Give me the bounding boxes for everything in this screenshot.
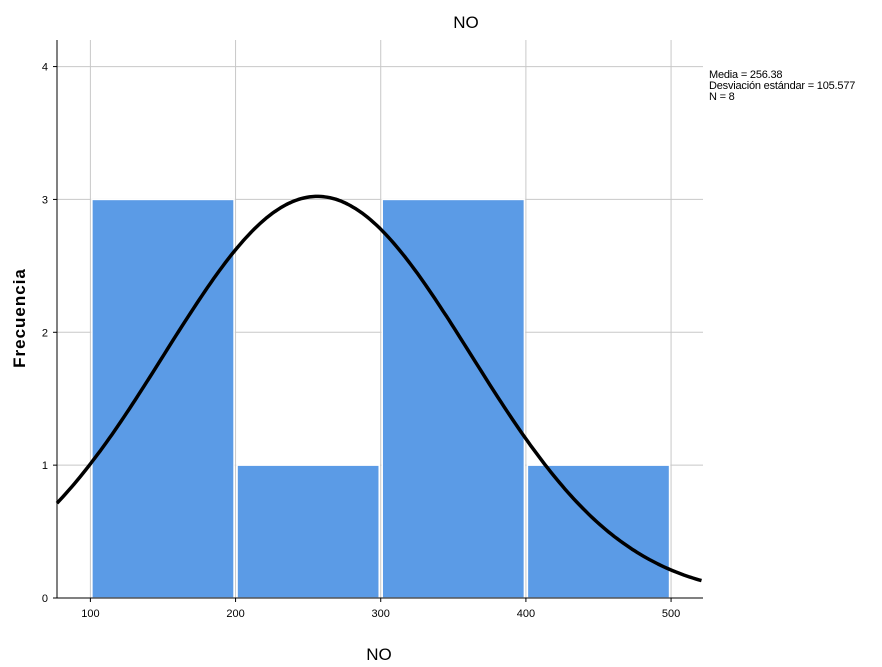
x-tick-label-0: 100 bbox=[81, 608, 99, 620]
x-tick-label-1: 200 bbox=[226, 608, 244, 620]
y-tick-label-1: 1 bbox=[42, 460, 48, 472]
x-tick-label-2: 300 bbox=[372, 608, 390, 620]
y-axis-title: Frecuencia bbox=[10, 268, 29, 368]
x-tick-label-3: 400 bbox=[517, 608, 535, 620]
mean-label: Media = 256.38 bbox=[709, 69, 783, 81]
bar-2 bbox=[381, 198, 526, 599]
bar-3 bbox=[526, 464, 671, 599]
y-tick-label-4: 4 bbox=[42, 62, 48, 74]
x-tick-label-4: 500 bbox=[662, 608, 680, 620]
bar-0 bbox=[91, 198, 235, 599]
y-tick-label-2: 2 bbox=[42, 327, 48, 339]
grid-lines bbox=[57, 40, 703, 598]
std-label: Desviación estándar = 105.577 bbox=[709, 80, 856, 92]
chart-title: NO bbox=[453, 13, 479, 32]
y-tick-label-3: 3 bbox=[42, 194, 48, 206]
axes bbox=[53, 40, 703, 602]
x-tick-labels: 100 200 300 400 500 bbox=[81, 608, 680, 620]
x-axis-title: NO bbox=[366, 645, 392, 664]
y-tick-labels: 0 1 2 3 4 bbox=[42, 62, 48, 605]
n-label: N = 8 bbox=[709, 91, 735, 103]
statistics-box: Media = 256.38 Desviación estándar = 105… bbox=[709, 70, 855, 103]
normal-curve bbox=[55, 194, 702, 583]
normal-curve-group bbox=[55, 194, 702, 583]
y-tick-label-0: 0 bbox=[42, 593, 48, 605]
bar-1 bbox=[236, 464, 380, 599]
